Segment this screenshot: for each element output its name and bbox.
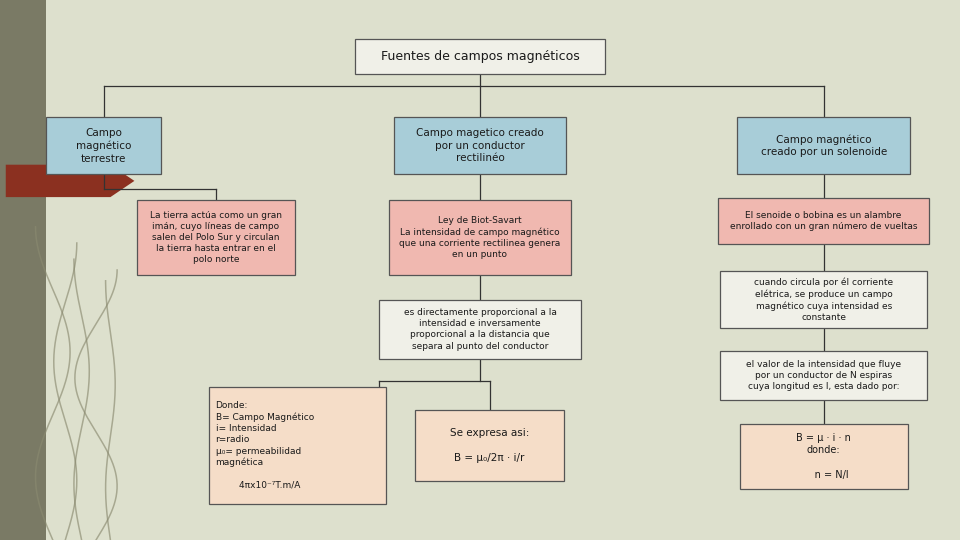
- Text: El senoide o bobina es un alambre
enrollado con un gran número de vueltas: El senoide o bobina es un alambre enroll…: [730, 211, 918, 232]
- FancyBboxPatch shape: [46, 117, 161, 174]
- Text: el valor de la intensidad que fluye
por un conductor de N espiras
cuya longitud : el valor de la intensidad que fluye por …: [746, 360, 901, 391]
- Text: Campo magetico creado
por un conductor
rectilinéo: Campo magetico creado por un conductor r…: [416, 129, 544, 163]
- FancyBboxPatch shape: [718, 199, 929, 244]
- FancyBboxPatch shape: [137, 200, 296, 275]
- Text: Ley de Biot-Savart
La intensidad de campo magnético
que una corriente rectilinea: Ley de Biot-Savart La intensidad de camp…: [399, 216, 561, 259]
- Text: cuando circula por él corriente
elétrica, se produce un campo
magnético cuya int: cuando circula por él corriente elétrica…: [755, 278, 893, 322]
- Text: B = μ · i · n
donde:

     n = N/l: B = μ · i · n donde: n = N/l: [796, 433, 852, 480]
- FancyBboxPatch shape: [355, 39, 605, 74]
- FancyBboxPatch shape: [389, 200, 571, 275]
- FancyBboxPatch shape: [209, 388, 386, 503]
- Polygon shape: [0, 0, 46, 540]
- Polygon shape: [6, 165, 134, 197]
- Text: Donde:
B= Campo Magnético
i= Intensidad
r=radio
μ₀= permeabilidad
magnética

   : Donde: B= Campo Magnético i= Intensidad …: [215, 402, 314, 489]
- FancyBboxPatch shape: [720, 351, 926, 400]
- Text: es directamente proporcional a la
intensidad e inversamente
proporcional a la di: es directamente proporcional a la intens…: [403, 308, 557, 350]
- Text: Campo
magnético
terrestre: Campo magnético terrestre: [76, 128, 132, 164]
- Text: La tierra actúa como un gran
imán, cuyo líneas de campo
salen del Polo Sur y cir: La tierra actúa como un gran imán, cuyo …: [150, 211, 282, 264]
- FancyBboxPatch shape: [737, 117, 910, 174]
- FancyBboxPatch shape: [720, 271, 926, 328]
- Text: Fuentes de campos magnéticos: Fuentes de campos magnéticos: [380, 50, 580, 63]
- Text: Campo magnético
creado por un solenoide: Campo magnético creado por un solenoide: [760, 134, 887, 157]
- FancyBboxPatch shape: [415, 410, 564, 481]
- Text: Se expresa asi:

B = μ₀/2π · i/r: Se expresa asi: B = μ₀/2π · i/r: [450, 428, 529, 463]
- FancyBboxPatch shape: [379, 300, 581, 359]
- FancyBboxPatch shape: [739, 424, 908, 489]
- FancyBboxPatch shape: [394, 117, 566, 174]
